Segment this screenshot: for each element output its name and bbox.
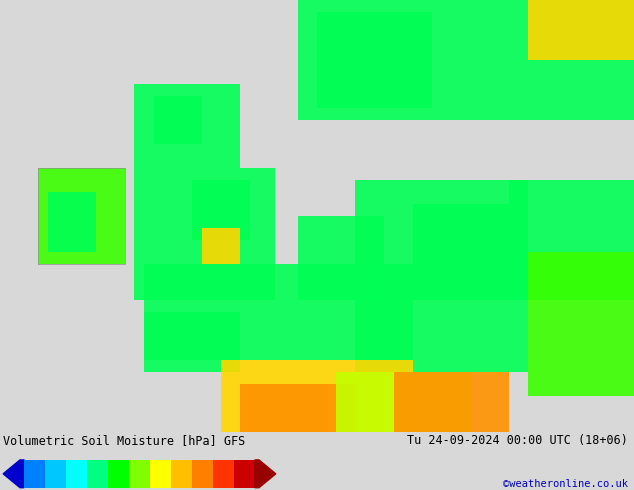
Bar [45, 460, 66, 488]
Bar [298, 0, 634, 120]
Bar [509, 180, 634, 300]
Bar [66, 460, 87, 488]
Bar [153, 96, 202, 144]
Bar [394, 372, 509, 432]
Bar [528, 0, 634, 60]
Bar [39, 168, 125, 264]
Bar [87, 460, 108, 488]
Bar [192, 460, 213, 488]
Bar [221, 360, 413, 432]
Bar [129, 460, 150, 488]
Bar [213, 460, 234, 488]
Bar [144, 312, 240, 372]
Bar [413, 204, 509, 300]
Bar [144, 264, 413, 360]
Bar [108, 460, 129, 488]
Text: Volumetric Soil Moisture [hPa] GFS: Volumetric Soil Moisture [hPa] GFS [3, 434, 245, 447]
Bar [317, 12, 432, 108]
Bar [150, 460, 171, 488]
Bar [192, 180, 250, 240]
Text: Tu 24-09-2024 00:00 UTC (18+06): Tu 24-09-2024 00:00 UTC (18+06) [407, 434, 628, 447]
Bar [134, 168, 275, 300]
Bar [298, 216, 384, 300]
Bar [24, 460, 45, 488]
Bar [134, 84, 240, 168]
Bar [356, 180, 528, 372]
Bar [528, 252, 634, 396]
Bar [171, 460, 192, 488]
Bar [202, 228, 240, 264]
Text: ©weatheronline.co.uk: ©weatheronline.co.uk [503, 479, 628, 489]
Bar [234, 460, 255, 488]
Bar [240, 384, 356, 432]
Polygon shape [255, 460, 276, 488]
Polygon shape [3, 460, 24, 488]
Bar [48, 192, 96, 252]
Bar [336, 372, 470, 432]
